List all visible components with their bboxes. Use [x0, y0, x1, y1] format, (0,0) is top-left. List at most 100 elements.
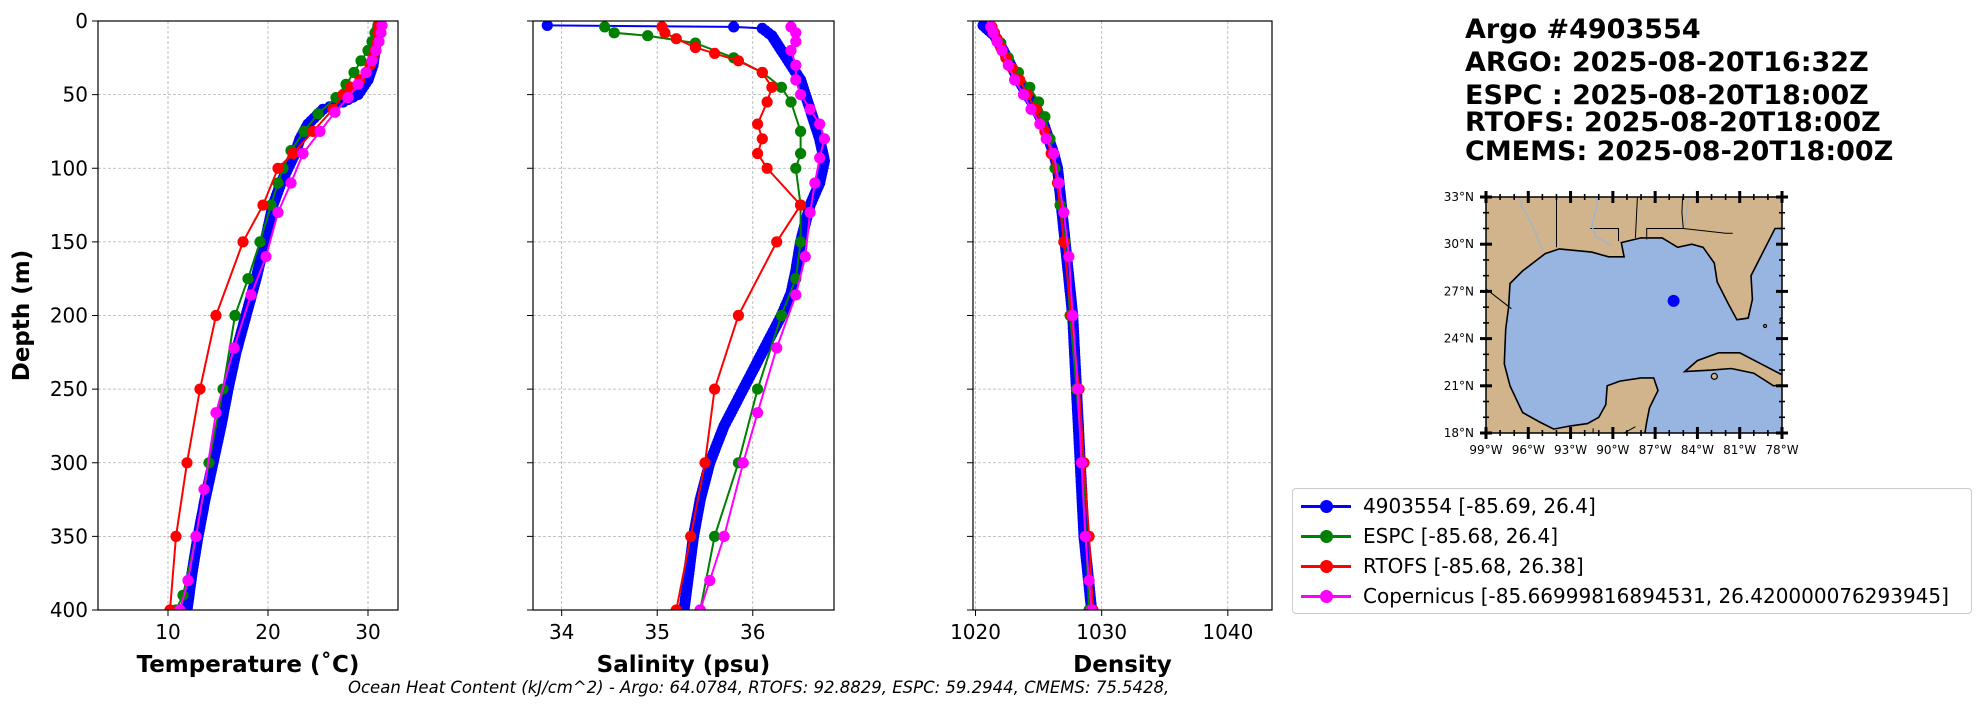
x-axis-label: Temperature (˚C) [137, 651, 360, 678]
data-point-copernicus [1017, 89, 1030, 101]
axes-frame [972, 20, 1273, 611]
data-point-espc [775, 309, 788, 322]
header-argo-time: ARGO: 2025-08-20T16:32Z [1465, 47, 1869, 78]
data-point-copernicus [272, 206, 284, 218]
header-rtofs-time: RTOFS: 2025-08-20T18:00Z [1465, 107, 1881, 138]
data-point-rtofs [670, 604, 682, 610]
data-point-copernicus [991, 36, 1003, 48]
y-tick-label: 250 [50, 377, 88, 401]
data-point-copernicus [285, 177, 297, 189]
data-point-espc [272, 177, 284, 189]
land-cuba [1682, 351, 1782, 387]
data-point-copernicus [198, 483, 210, 495]
data-point-rtofs [771, 236, 783, 248]
data-point-rtofs [670, 33, 682, 45]
header-cmems-time: CMEMS: 2025-08-20T18:00Z [1465, 136, 1894, 167]
river [1684, 197, 1690, 226]
data-point-rtofs [795, 199, 807, 211]
y-tick-label: 350 [50, 524, 88, 548]
data-point-copernicus [1075, 457, 1088, 469]
map-lon-label: 78°W [1765, 443, 1798, 457]
data-point-espc [752, 383, 764, 395]
legend-label-copernicus: Copernicus [-85.66999816894531, 26.42000… [1363, 584, 1949, 608]
data-point-copernicus [790, 59, 802, 71]
legend-swatch-espc [1301, 529, 1351, 543]
y-axis-label: Depth (m) [9, 250, 35, 382]
data-point-copernicus [996, 44, 1008, 57]
data-point-copernicus [1048, 147, 1060, 160]
legend-swatch-argo [1301, 499, 1351, 513]
float-position-marker [1667, 294, 1680, 307]
data-point-copernicus [352, 78, 364, 90]
data-point-espc [608, 27, 620, 39]
data-point-copernicus [1025, 103, 1037, 115]
data-point-copernicus [1034, 118, 1046, 130]
island [1762, 323, 1768, 329]
data-point-rtofs [709, 47, 721, 60]
map-lon-label: 96°W [1512, 443, 1545, 457]
state-border [1590, 228, 1619, 242]
data-point-argo [541, 21, 553, 31]
data-point-copernicus [814, 152, 826, 164]
data-point-copernicus [752, 407, 764, 419]
x-tick-label: 1020 [950, 620, 1001, 644]
map-frame [1485, 196, 1783, 434]
data-point-espc [795, 236, 807, 248]
data-point-copernicus [790, 36, 802, 48]
data-point-espc [254, 236, 266, 248]
data-point-copernicus [245, 289, 257, 301]
island [1710, 372, 1718, 380]
data-point-copernicus [704, 574, 716, 587]
state-border [1486, 288, 1512, 310]
y-tick-label: 0 [75, 9, 88, 33]
data-point-rtofs [699, 457, 711, 469]
data-point-espc [242, 273, 254, 285]
data-point-espc [312, 108, 324, 120]
location-map: 99°W 96°W 93°W 90°W 87°W 84°W 81°W 78°W 33°N 30°N… [1444, 190, 1799, 457]
data-point-copernicus [771, 342, 783, 354]
map-lat-label: 30°N [1444, 237, 1474, 251]
legend-item-rtofs: RTOFS [-85.68, 26.38] [1301, 552, 1584, 580]
y-tick-label: 50 [63, 83, 88, 107]
series-group [164, 21, 388, 610]
header-espc-time: ESPC : 2025-08-20T18:00Z [1465, 80, 1869, 111]
data-point-espc [642, 30, 654, 42]
x-tick-label: 20 [255, 620, 280, 644]
data-point-espc [795, 125, 807, 137]
x-tick-label: 1030 [1076, 620, 1127, 644]
y-tick-label: 300 [50, 451, 88, 475]
river [1518, 197, 1543, 251]
data-point-copernicus [260, 251, 272, 263]
map-lat-label: 18°N [1444, 426, 1474, 440]
data-point-copernicus [190, 530, 202, 543]
data-point-copernicus [366, 55, 378, 67]
data-point-copernicus [987, 27, 999, 39]
data-point-espc [785, 96, 797, 108]
data-point-copernicus [342, 92, 354, 104]
ohc-footer: Ocean Heat Content (kJ/cm^2) - Argo: 64.… [348, 678, 1170, 697]
data-point-copernicus [814, 118, 826, 130]
data-point-copernicus [1053, 177, 1065, 189]
data-point-rtofs [709, 383, 721, 395]
data-point-copernicus [694, 604, 706, 610]
data-point-copernicus [1002, 59, 1014, 71]
data-point-rtofs [685, 530, 697, 543]
data-point-copernicus [370, 44, 382, 57]
legend-label-rtofs: RTOFS [-85.68, 26.38] [1363, 554, 1584, 578]
state-border [1623, 426, 1636, 433]
data-point-copernicus [1067, 309, 1079, 322]
data-point-copernicus [785, 44, 797, 57]
data-point-copernicus [1079, 530, 1091, 543]
map-lon-label: 90°W [1596, 443, 1629, 457]
x-tick-label: 10 [155, 620, 180, 644]
data-point-copernicus [790, 74, 802, 86]
data-point-copernicus [809, 177, 821, 189]
data-point-espc [790, 162, 802, 174]
data-point-copernicus [360, 66, 372, 79]
data-point-copernicus [795, 89, 807, 101]
data-point-copernicus [790, 289, 802, 301]
series-line-argo [180, 25, 379, 610]
map-body [1486, 197, 1782, 433]
x-tick-label: 34 [549, 620, 574, 644]
